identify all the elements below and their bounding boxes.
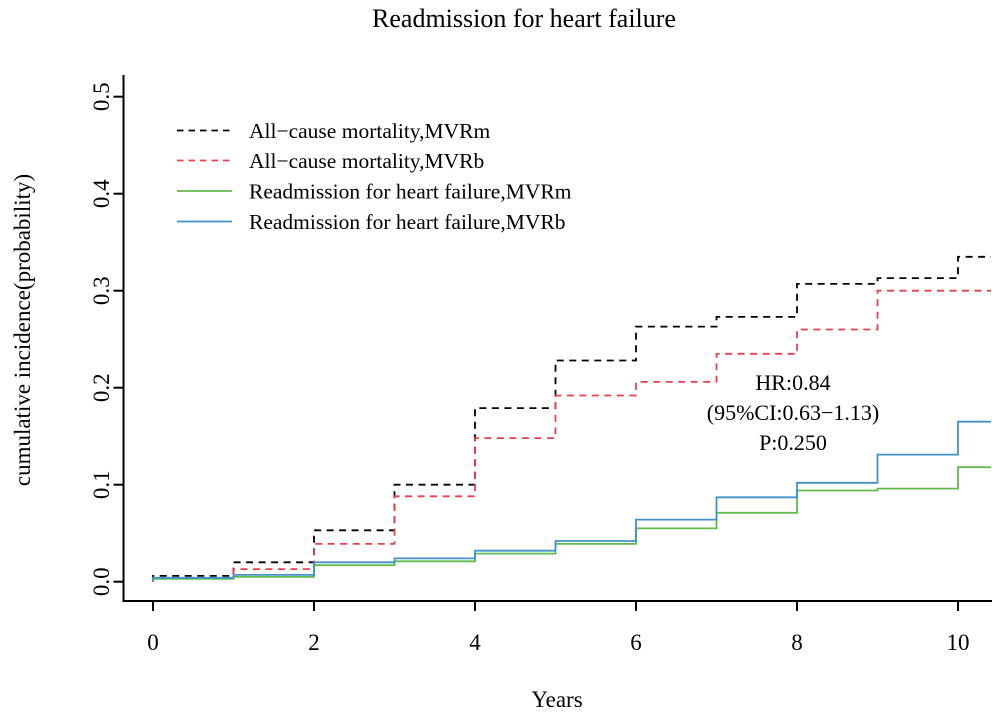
annotation-pvalue: P:0.250 bbox=[759, 430, 827, 455]
legend-label: All−cause mortality,MVRb bbox=[249, 149, 484, 173]
y-tick-label: 0.1 bbox=[89, 470, 114, 499]
legend-label: Readmission for heart failure,MVRm bbox=[249, 180, 572, 204]
x-tick-label: 0 bbox=[147, 630, 159, 655]
y-axis-label: cumulative incidence(probability) bbox=[10, 174, 35, 486]
x-tick-label: 6 bbox=[630, 630, 642, 655]
axes: 0 2 4 6 8 10 0.0 0.1 0.2 0.3 0.4 0.5 bbox=[89, 75, 992, 655]
legend-item: All−cause mortality,MVRm bbox=[177, 119, 491, 143]
curve-readmission-for-heart-failure-mvrb bbox=[152, 420, 991, 582]
chart-title: Readmission for heart failure bbox=[372, 4, 676, 33]
curve-readmission-for-heart-failure-mvrm bbox=[152, 466, 991, 582]
curves bbox=[152, 255, 991, 582]
x-tick-label: 10 bbox=[947, 630, 970, 655]
x-tick-label: 8 bbox=[791, 630, 803, 655]
legend-label: All−cause mortality,MVRm bbox=[249, 119, 491, 143]
y-tick-label: 0.2 bbox=[89, 373, 114, 402]
x-tick-label: 4 bbox=[469, 630, 481, 655]
annotation-ci: (95%CI:0.63−1.13) bbox=[707, 400, 880, 425]
hr-annotation: HR:0.84 (95%CI:0.63−1.13) P:0.250 bbox=[707, 370, 880, 455]
curve-all-cause-mortality-mvrb bbox=[152, 289, 991, 582]
legend-label: Readmission for heart failure,MVRb bbox=[249, 210, 565, 234]
legend-item: Readmission for heart failure,MVRm bbox=[177, 180, 572, 204]
y-tick-label: 0.0 bbox=[89, 567, 114, 596]
x-axis-label: Years bbox=[531, 687, 582, 712]
legend-item: Readmission for heart failure,MVRb bbox=[177, 210, 565, 234]
y-tick-label: 0.3 bbox=[89, 276, 114, 305]
annotation-hr: HR:0.84 bbox=[755, 370, 830, 395]
x-tick-label: 2 bbox=[308, 630, 320, 655]
legend-item: All−cause mortality,MVRb bbox=[177, 149, 484, 173]
y-tick-label: 0.4 bbox=[89, 179, 114, 208]
legend: All−cause mortality,MVRm All−cause mortal… bbox=[177, 119, 572, 234]
y-tick-label: 0.5 bbox=[89, 82, 114, 111]
curve-all-cause-mortality-mvrm bbox=[152, 255, 991, 582]
